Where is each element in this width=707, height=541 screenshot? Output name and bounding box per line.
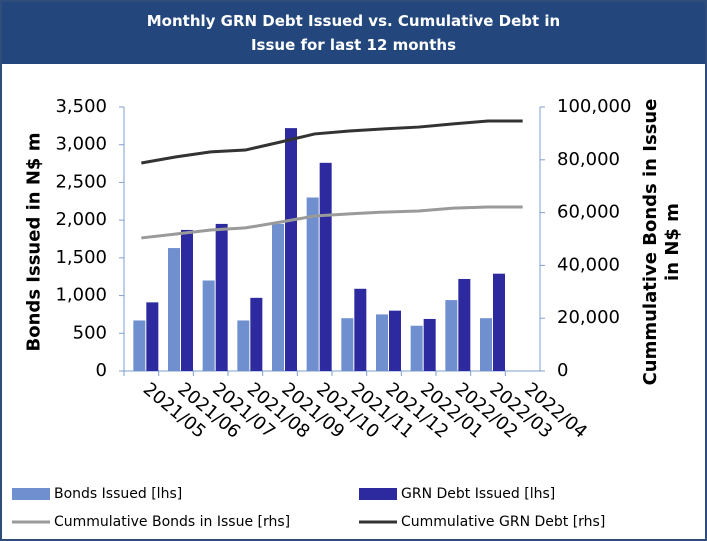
bar: [376, 314, 388, 371]
bar: [410, 325, 423, 371]
legend-label: Cummulative GRN Debt [rhs]: [401, 514, 605, 530]
y-tick-label: 500: [73, 322, 107, 343]
y-tick-label: 2,000: [55, 209, 107, 230]
y2-tick-label: 80,000: [557, 149, 620, 170]
legend-label: Bonds Issued [lhs]: [54, 486, 182, 502]
bar: [250, 297, 263, 371]
title-bar: Monthly GRN Debt Issued vs. Cumulative D…: [2, 2, 705, 64]
legend-label: GRN Debt Issued [lhs]: [401, 486, 555, 502]
y-tick-label: 3,500: [55, 96, 107, 117]
bar: [354, 288, 367, 371]
y-tick-label: 0: [96, 360, 107, 381]
y-axis-label: Bonds Issued in N$ m: [23, 132, 45, 352]
bar: [272, 223, 284, 371]
bar: [133, 320, 146, 371]
bar: [389, 310, 401, 371]
y2-tick-label: 60,000: [557, 202, 620, 223]
bar: [445, 300, 458, 371]
bar: [341, 318, 354, 371]
y2-tick-label: 20,000: [557, 307, 620, 328]
y2-tick-label: 40,000: [557, 254, 620, 275]
legend-swatch: [359, 488, 397, 500]
bar: [202, 280, 215, 371]
line: [141, 205, 523, 240]
bar: [458, 278, 471, 371]
bar: [146, 302, 159, 371]
bar: [168, 248, 180, 371]
y-tick-label: 1,000: [55, 285, 107, 306]
bar: [480, 318, 492, 371]
bar: [493, 273, 505, 371]
y-tick-label: 1,500: [55, 247, 107, 268]
chart-title: Monthly GRN Debt Issued vs. Cumulative D…: [146, 12, 561, 54]
legend-label: Cummulative Bonds in Issue [rhs]: [54, 514, 290, 530]
y2-tick-label: 100,000: [557, 96, 631, 117]
bar: [285, 128, 297, 371]
bar: [306, 197, 319, 371]
y-tick-label: 2,500: [55, 171, 107, 192]
bar: [215, 223, 228, 371]
bar: [181, 229, 193, 371]
line: [141, 119, 523, 165]
bar: [319, 162, 332, 371]
bar: [423, 318, 436, 371]
bar: [237, 320, 250, 371]
y2-axis-label: Cummulative Bonds in Issue in N$ m: [640, 98, 683, 386]
y2-tick-label: 0: [557, 360, 568, 381]
y-tick-label: 3,000: [55, 134, 107, 155]
legend-swatch: [12, 488, 50, 500]
